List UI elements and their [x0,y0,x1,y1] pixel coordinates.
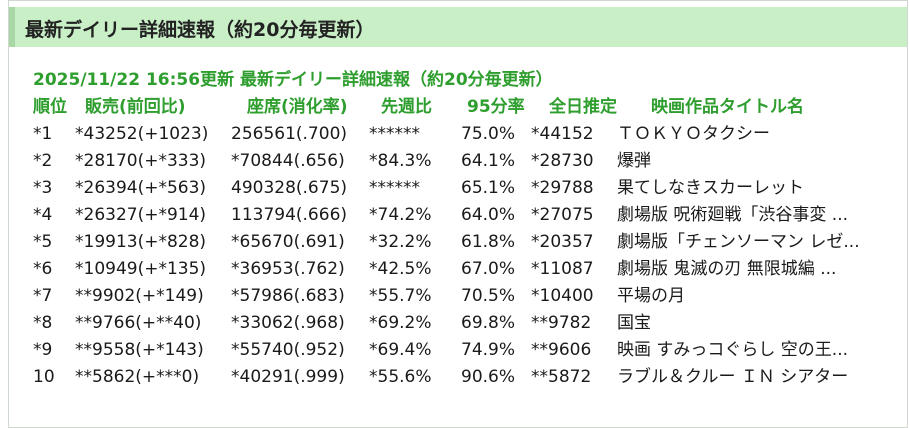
pct95-cell: 75.0% [461,124,516,144]
prev-ratio-cell: *74.2% [369,205,432,225]
sales-cell: **9766(+**40) [75,313,202,333]
rank-cell: *9 [33,340,53,360]
rank-cell: 10 [33,367,55,387]
day-estimate-cell: **9782 [531,313,592,333]
prev-ratio-cell: *32.2% [369,232,432,252]
title-cell: 劇場版「チェンソーマン レゼ... [617,232,860,252]
column-header-sales: 販売(前回比) [85,97,186,117]
column-header-prev-ratio: 先週比 [381,97,432,117]
seats-cell: *55740(.952) [231,340,345,360]
column-header-seats: 座席(消化率) [247,97,348,117]
title-cell: 劇場版 呪術廻戦「渋谷事変 ... [617,205,849,225]
column-header-day-estimate: 全日推定 [549,97,617,117]
sales-cell: **5862(+***0) [75,367,200,387]
day-estimate-cell: *28730 [531,151,594,171]
seats-cell: *33062(.968) [231,313,345,333]
column-header-pct95: 95分率 [467,97,525,117]
pct95-cell: 69.8% [461,313,516,333]
day-estimate-cell: *27075 [531,205,594,225]
title-cell: 平場の月 [617,286,685,306]
report-subtitle-line: 2025/11/22 16:56更新 最新デイリー詳細速報（約20分毎更新） [33,67,905,94]
pct95-cell: 64.1% [461,151,516,171]
report-content: 2025/11/22 16:56更新 最新デイリー詳細速報（約20分毎更新） 順… [33,67,905,391]
title-cell: ラブル＆クルー ＩＮ シアター [617,367,849,387]
rank-cell: *7 [33,286,53,306]
day-estimate-cell: *20357 [531,232,594,252]
table-row: *8 **9766(+**40) *33062(.968) *69.2% 69.… [33,310,905,337]
rank-cell: *5 [33,232,53,252]
column-header-row: 順位 販売(前回比) 座席(消化率) 先週比 95分率 全日推定 映画作品タイト… [33,94,905,121]
table-row: 10 **5862(+***0) *40291(.999) *55.6% 90.… [33,364,905,391]
pct95-cell: 70.5% [461,286,516,306]
prev-ratio-cell: ****** [369,124,420,144]
title-cell: 果てしなきスカーレット [617,178,804,198]
title-cell: 国宝 [617,313,651,333]
seats-cell: 113794(.666) [231,205,348,225]
day-estimate-cell: *29788 [531,178,594,198]
table-row: *4 *26327(+*914) 113794(.666) *74.2% 64.… [33,202,905,229]
rank-cell: *8 [33,313,53,333]
sales-cell: **9558(+*143) [75,340,204,360]
page-title: 最新デイリー詳細速報（約20分毎更新） [25,19,375,41]
sales-cell: *43252(+1023) [75,124,209,144]
seats-cell: *70844(.656) [231,151,345,171]
day-estimate-cell: *44152 [531,124,594,144]
seats-cell: *36953(.762) [231,259,345,279]
sales-cell: *10949(+*135) [75,259,207,279]
sales-cell: *28170(+*333) [75,151,207,171]
prev-ratio-cell: *55.7% [369,286,432,306]
table-row: *3 *26394(+*563) 490328(.675) ****** 65.… [33,175,905,202]
pct95-cell: 67.0% [461,259,516,279]
ranking-list: *1 *43252(+1023) 256561(.700) ****** 75.… [33,121,905,391]
rank-cell: *2 [33,151,53,171]
title-cell: 劇場版 鬼滅の刃 無限城編 ... [617,259,837,279]
header-bar: 最新デイリー詳細速報（約20分毎更新） [9,7,907,47]
prev-ratio-cell: *55.6% [369,367,432,387]
rank-cell: *3 [33,178,53,198]
column-header-title: 映画作品タイトル名 [651,97,804,117]
title-cell: ＴＯＫＹＯタクシー [617,124,770,144]
table-row: *9 **9558(+*143) *55740(.952) *69.4% 74.… [33,337,905,364]
seats-cell: *40291(.999) [231,367,345,387]
rank-cell: *4 [33,205,53,225]
table-row: *6 *10949(+*135) *36953(.762) *42.5% 67.… [33,256,905,283]
rank-cell: *6 [33,259,53,279]
day-estimate-cell: **9606 [531,340,592,360]
table-row: *1 *43252(+1023) 256561(.700) ****** 75.… [33,121,905,148]
pct95-cell: 90.6% [461,367,516,387]
prev-ratio-cell: ****** [369,178,420,198]
prev-ratio-cell: *84.3% [369,151,432,171]
table-row: *5 *19913(+*828) *65670(.691) *32.2% 61.… [33,229,905,256]
seats-cell: 256561(.700) [231,124,348,144]
prev-ratio-cell: *42.5% [369,259,432,279]
pct95-cell: 64.0% [461,205,516,225]
pct95-cell: 74.9% [461,340,516,360]
table-row: *7 **9902(+*149) *57986(.683) *55.7% 70.… [33,283,905,310]
seats-cell: *65670(.691) [231,232,345,252]
title-cell: 爆弾 [617,151,651,171]
sales-cell: **9902(+*149) [75,286,204,306]
day-estimate-cell: *11087 [531,259,594,279]
sales-cell: *26327(+*914) [75,205,207,225]
report-subtitle: 2025/11/22 16:56更新 最新デイリー詳細速報（約20分毎更新） [33,70,553,90]
sales-cell: *26394(+*563) [75,178,207,198]
seats-cell: *57986(.683) [231,286,345,306]
pct95-cell: 61.8% [461,232,516,252]
prev-ratio-cell: *69.4% [369,340,432,360]
prev-ratio-cell: *69.2% [369,313,432,333]
day-estimate-cell: **5872 [531,367,592,387]
table-row: *2 *28170(+*333) *70844(.656) *84.3% 64.… [33,148,905,175]
title-cell: 映画 すみっコぐらし 空の王... [617,340,849,360]
report-panel: 最新デイリー詳細速報（約20分毎更新） 2025/11/22 16:56更新 最… [8,0,908,428]
rank-cell: *1 [33,124,53,144]
seats-cell: 490328(.675) [231,178,348,198]
pct95-cell: 65.1% [461,178,516,198]
day-estimate-cell: *10400 [531,286,594,306]
sales-cell: *19913(+*828) [75,232,207,252]
column-header-rank: 順位 [33,97,67,117]
